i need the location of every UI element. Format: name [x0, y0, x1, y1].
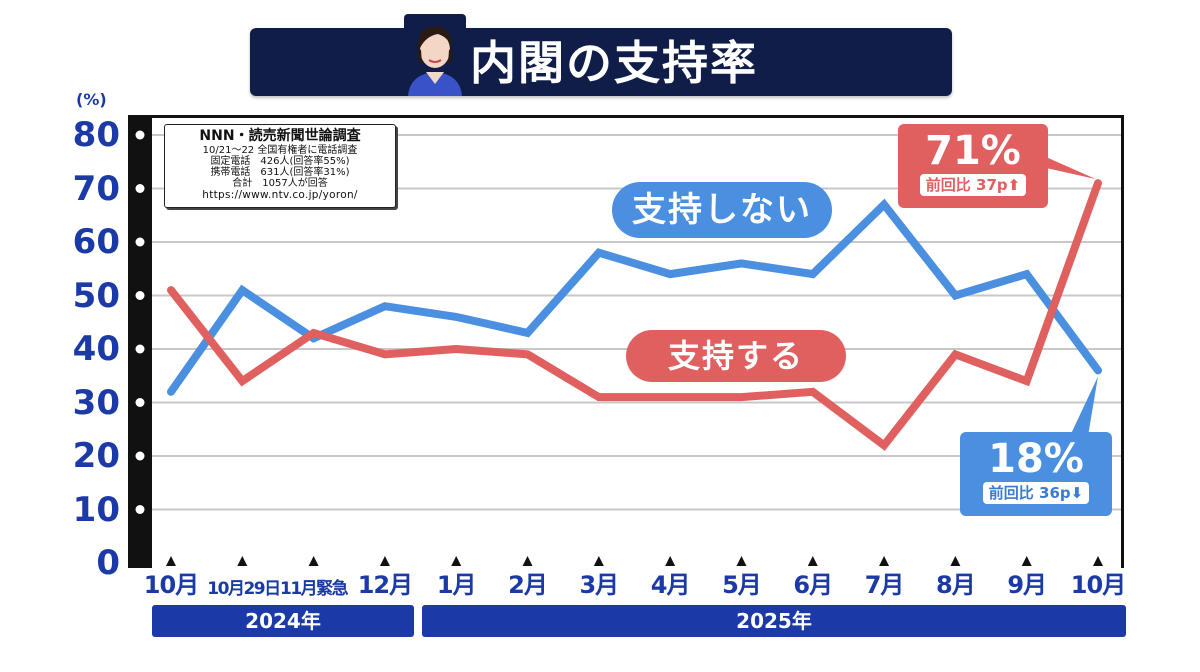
- survey-name: NNN・読売新聞世論調査: [199, 128, 361, 144]
- x-tick-mark-13: [1093, 556, 1103, 566]
- y-axis-unit: (%): [76, 90, 107, 109]
- callout-disapprove: 71% 前回比 37p⬆: [898, 124, 1048, 208]
- x-tick-label-10: 7月: [864, 571, 905, 599]
- x-tick-label-0: 10月: [143, 571, 199, 599]
- x-tick-mark-1: [237, 556, 248, 566]
- x-tick-label-3: 12月: [357, 571, 413, 599]
- year-band-2025: 2025年: [422, 605, 1126, 637]
- y-tick-dot-60: [135, 237, 145, 247]
- x-tick-mark-12: [1021, 556, 1032, 566]
- y-tick-dot-20: [135, 451, 145, 461]
- x-tick-label-11: 8月: [936, 571, 976, 599]
- x-tick-label-2: 11月緊急: [280, 579, 349, 599]
- x-tick-mark-9: [807, 556, 818, 566]
- x-tick-mark-10: [879, 556, 890, 566]
- callout-approve-value: 18%: [988, 436, 1084, 482]
- x-tick-label-13: 10月: [1070, 571, 1126, 599]
- y-tick-label-10: 10: [72, 489, 120, 530]
- y-tick-label-80: 80: [72, 115, 120, 155]
- x-tick-mark-4: [451, 556, 462, 566]
- y-tick-label-50: 50: [72, 275, 120, 316]
- y-tick-label-70: 70: [72, 168, 120, 209]
- y-tick-label-20: 20: [72, 436, 120, 476]
- series-lines: [167, 179, 1102, 451]
- survey-line-1: 10/21〜22 全国有権者に電話調査: [202, 145, 358, 156]
- survey-info-box: NNN・読売新聞世論調査 10/21〜22 全国有権者に電話調査 固定電話 42…: [164, 124, 396, 208]
- x-tick-mark-3: [379, 556, 390, 566]
- y-tick-label-30: 30: [72, 382, 120, 423]
- x-tick-mark-7: [665, 556, 676, 566]
- title-bar: [250, 28, 952, 96]
- callout-pointer-approve: [1070, 376, 1098, 436]
- y-tick-label-40: 40: [72, 329, 120, 369]
- callout-disapprove-change: 前回比 37p⬆: [919, 174, 1027, 196]
- callout-approve: 18% 前回比 36p⬇: [960, 432, 1112, 516]
- y-tick-dot-50: [135, 291, 145, 300]
- prime-minister-portrait-icon: [404, 14, 466, 96]
- x-tick-mark-2: [308, 556, 319, 566]
- x-tick-label-1: 10月29日: [207, 579, 281, 599]
- legend-disapprove: 支持しない: [612, 182, 832, 238]
- survey-line-2: 固定電話 426人(回答率55%): [210, 156, 350, 167]
- x-tick-label-4: 1月: [436, 571, 477, 599]
- y-tick-dot-10: [135, 505, 145, 514]
- x-tick-label-8: 5月: [722, 571, 762, 599]
- y-tick-dot-30: [135, 398, 145, 407]
- x-tick-label-6: 3月: [579, 571, 619, 599]
- survey-line-4: 合計 1057人が回答: [232, 178, 328, 189]
- x-tick-mark-5: [522, 556, 533, 566]
- legend-approve: 支持する: [626, 330, 846, 382]
- callout-approve-change: 前回比 36p⬇: [982, 482, 1090, 504]
- x-tick-marks: [166, 556, 1103, 566]
- y-tick-label-60: 60: [72, 222, 120, 262]
- x-tick-mark-11: [950, 556, 961, 566]
- survey-url: https://www.ntv.co.jp/yoron/: [202, 189, 358, 201]
- series-line-approve: [167, 179, 1102, 451]
- x-tick-label-12: 9月: [1007, 571, 1047, 599]
- x-tick-label-5: 2月: [508, 571, 548, 599]
- x-tick-label-7: 4月: [650, 571, 691, 599]
- y-tick-dots: [135, 130, 145, 514]
- chart-title: 内閣の支持率: [470, 36, 758, 90]
- y-tick-dot-70: [135, 184, 145, 193]
- x-tick-mark-8: [736, 556, 747, 566]
- x-tick-mark-0: [166, 556, 176, 566]
- y-tick-label-0: 0: [96, 543, 120, 583]
- y-tick-dot-40: [135, 344, 145, 354]
- year-band-2024: 2024年: [152, 605, 414, 637]
- survey-line-3: 携帯電話 631人(回答率31%): [210, 167, 350, 178]
- x-tick-mark-6: [593, 556, 604, 566]
- y-tick-dot-80: [135, 130, 145, 140]
- callout-disapprove-value: 71%: [925, 128, 1021, 174]
- x-tick-label-9: 6月: [793, 571, 833, 599]
